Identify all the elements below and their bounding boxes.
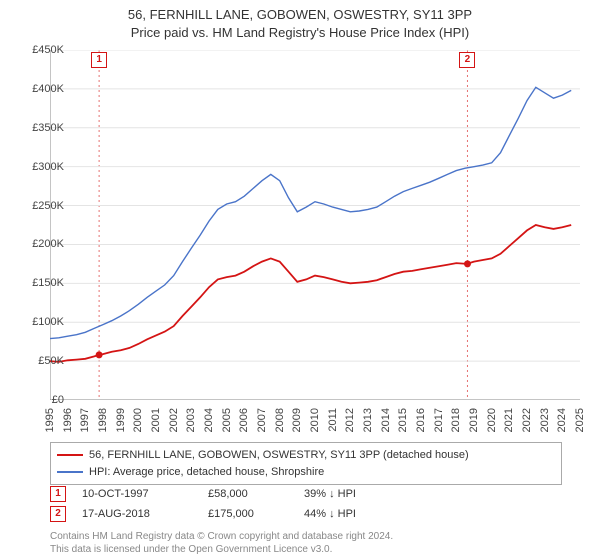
y-tick-label: £400K xyxy=(14,83,64,95)
sale-row: 2 17-AUG-2018 £175,000 44% ↓ HPI xyxy=(50,506,560,522)
y-tick-label: £0 xyxy=(14,394,64,406)
x-tick-label: 1999 xyxy=(115,408,127,432)
x-tick-label: 2007 xyxy=(256,408,268,432)
x-tick-label: 2012 xyxy=(344,408,356,432)
x-tick-label: 2016 xyxy=(415,408,427,432)
sale-date: 17-AUG-2018 xyxy=(82,508,192,520)
x-tick-label: 1997 xyxy=(79,408,91,432)
x-tick-label: 2017 xyxy=(433,408,445,432)
legend-row-hpi: HPI: Average price, detached house, Shro… xyxy=(57,464,555,481)
x-tick-label: 2000 xyxy=(132,408,144,432)
sale-marker-icon: 2 xyxy=(50,506,66,522)
y-tick-label: £150K xyxy=(14,277,64,289)
y-tick-label: £450K xyxy=(14,44,64,56)
y-tick-label: £300K xyxy=(14,161,64,173)
x-tick-label: 2013 xyxy=(362,408,374,432)
x-tick-label: 2004 xyxy=(203,408,215,432)
chart-container: 56, FERNHILL LANE, GOBOWEN, OSWESTRY, SY… xyxy=(0,0,600,560)
x-tick-label: 2018 xyxy=(450,408,462,432)
x-tick-label: 2015 xyxy=(397,408,409,432)
sale-marker-icon: 1 xyxy=(50,486,66,502)
x-tick-label: 2021 xyxy=(503,408,515,432)
y-tick-label: £50K xyxy=(14,355,64,367)
x-tick-label: 1995 xyxy=(44,408,56,432)
x-tick-label: 2003 xyxy=(185,408,197,432)
attribution: Contains HM Land Registry data © Crown c… xyxy=(50,530,393,556)
x-tick-label: 2006 xyxy=(238,408,250,432)
sale-marker-flag: 2 xyxy=(459,52,475,68)
y-tick-label: £200K xyxy=(14,238,64,250)
sale-row: 1 10-OCT-1997 £58,000 39% ↓ HPI xyxy=(50,486,560,502)
sales-table: 1 10-OCT-1997 £58,000 39% ↓ HPI 2 17-AUG-2018… xyxy=(50,486,560,526)
x-tick-label: 2023 xyxy=(539,408,551,432)
plot-area xyxy=(50,50,580,400)
x-tick-label: 2025 xyxy=(574,408,586,432)
x-tick-label: 1998 xyxy=(97,408,109,432)
sale-price: £58,000 xyxy=(208,488,288,500)
legend: 56, FERNHILL LANE, GOBOWEN, OSWESTRY, SY… xyxy=(50,442,562,485)
legend-label-hpi: HPI: Average price, detached house, Shro… xyxy=(89,464,324,481)
legend-swatch-property xyxy=(57,454,83,456)
title-block: 56, FERNHILL LANE, GOBOWEN, OSWESTRY, SY… xyxy=(0,0,600,42)
x-tick-label: 2001 xyxy=(150,408,162,432)
x-tick-label: 2022 xyxy=(521,408,533,432)
x-tick-label: 2011 xyxy=(327,408,339,432)
plot-svg xyxy=(50,50,580,400)
x-tick-label: 2014 xyxy=(380,408,392,432)
x-tick-label: 2019 xyxy=(468,408,480,432)
y-tick-label: £350K xyxy=(14,122,64,134)
legend-label-property: 56, FERNHILL LANE, GOBOWEN, OSWESTRY, SY… xyxy=(89,447,469,464)
attribution-line-2: This data is licensed under the Open Gov… xyxy=(50,543,393,556)
title-subtitle: Price paid vs. HM Land Registry's House … xyxy=(0,24,600,42)
x-tick-label: 2008 xyxy=(274,408,286,432)
legend-swatch-hpi xyxy=(57,471,83,473)
legend-row-property: 56, FERNHILL LANE, GOBOWEN, OSWESTRY, SY… xyxy=(57,447,555,464)
x-tick-label: 2009 xyxy=(291,408,303,432)
sale-date: 10-OCT-1997 xyxy=(82,488,192,500)
sale-price: £175,000 xyxy=(208,508,288,520)
sale-diff: 39% ↓ HPI xyxy=(304,488,394,500)
x-tick-label: 2020 xyxy=(486,408,498,432)
attribution-line-1: Contains HM Land Registry data © Crown c… xyxy=(50,530,393,543)
sale-diff: 44% ↓ HPI xyxy=(304,508,394,520)
x-tick-label: 2010 xyxy=(309,408,321,432)
x-tick-label: 1996 xyxy=(62,408,74,432)
x-tick-label: 2024 xyxy=(556,408,568,432)
sale-marker-flag: 1 xyxy=(91,52,107,68)
title-address: 56, FERNHILL LANE, GOBOWEN, OSWESTRY, SY… xyxy=(0,6,600,24)
y-tick-label: £250K xyxy=(14,200,64,212)
x-tick-label: 2005 xyxy=(221,408,233,432)
x-tick-label: 2002 xyxy=(168,408,180,432)
y-tick-label: £100K xyxy=(14,316,64,328)
